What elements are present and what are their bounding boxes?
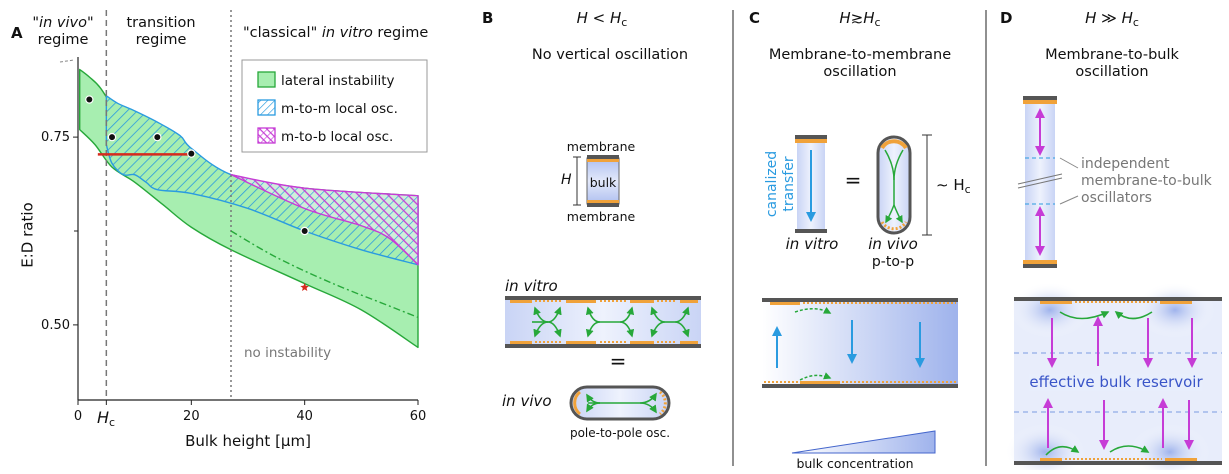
h-height-label: H (561, 172, 572, 188)
canalized-line2: transfer (781, 156, 797, 212)
panel-c-in-vitro: in vitro (785, 235, 839, 253)
panel-label-a: A (11, 24, 23, 42)
panel-d-cond-lhs: H (1085, 9, 1097, 27)
regime-transition-line2: regime (135, 32, 187, 48)
panel-c-title: Membrane-to-membrane oscillation (769, 47, 951, 81)
y-tick-label: 0.50 (41, 318, 70, 333)
approx-hc-label: ∼ Hc (936, 177, 971, 198)
panel-d-cond-sub: c (1132, 16, 1139, 29)
panel-b-cond-sub: c (621, 16, 628, 29)
x-axis-label: Bulk height [μm] (185, 432, 311, 450)
no-instability-label: no instability (244, 345, 332, 361)
hc-tick-label: Hc (97, 409, 115, 431)
legend-swatch-lateral (257, 71, 276, 88)
approx-text: ∼ H (936, 176, 965, 194)
panel-a-chart: 0 20 40 60 0.50 0.75 (41, 10, 428, 424)
legend-label-lateral: lateral instability (281, 73, 395, 89)
axis-break-mark (59, 59, 75, 63)
panel-d-cond-rhs: H (1121, 9, 1133, 27)
panel-b-cond-op: < (587, 9, 611, 27)
legend-label-mtob: m-to-b local osc. (281, 129, 394, 145)
y-axis-label: E:D ratio (18, 202, 37, 268)
regime-classical-prefix: "classical" (243, 25, 322, 41)
regime-invivo-line2: regime (37, 32, 89, 48)
panel-b-cond-lhs: H (576, 9, 588, 27)
panel-c-condition: H≳Hc (839, 10, 880, 31)
hc-letter: H (97, 408, 110, 427)
x-tick-label: 60 (410, 409, 427, 424)
panel-c-cond-rhs: H (863, 9, 875, 27)
annotation-line3: oscillators (1081, 190, 1152, 206)
panel-c-graphics (732, 10, 958, 466)
canalized-line1: canalized (764, 150, 780, 218)
region-m-to-b (230, 173, 419, 266)
panel-d-condition: H ≫ Hc (1085, 10, 1139, 31)
panel-c-in-vivo: in vivo (868, 235, 918, 253)
annotation-line1: independent (1081, 156, 1170, 172)
region-m-to-m (105, 95, 419, 266)
data-point (300, 226, 309, 236)
y-tick-label: 0.75 (41, 130, 70, 145)
panel-label-d: D (1000, 9, 1013, 27)
bulk-concentration-label: bulk concentration (796, 456, 914, 471)
regime-classical-suffix: regime (372, 25, 429, 41)
data-point (107, 132, 117, 142)
x-tick-label: 0 (74, 409, 82, 424)
panel-b-cond-rhs: H (610, 9, 622, 27)
legend-swatch-mtob (257, 127, 276, 144)
canalized-transfer-label: canalized transfer (764, 151, 798, 217)
hc-subscript: c (109, 416, 116, 429)
panel-b-title: No vertical oscillation (531, 47, 689, 63)
dashdot-curve (230, 230, 419, 319)
panel-c-cond-op: ≳ (850, 9, 864, 27)
panel-b-equals: = (609, 349, 627, 373)
data-point (153, 132, 162, 142)
data-point (85, 95, 94, 104)
panel-label-c: C (749, 9, 761, 27)
oscillators-annotation: independent membrane-to-bulk oscillators (1081, 156, 1212, 207)
panel-b-graphics (505, 155, 701, 421)
panel-b-in-vivo: in vivo (502, 392, 552, 410)
panel-c-title-line1: Membrane-to-membrane (768, 47, 952, 63)
x-tick-label: 40 (296, 409, 313, 424)
regime-classical-label: "classical" in vitro regime (243, 25, 428, 42)
panel-d-title-line1: Membrane-to-bulk (1045, 47, 1179, 63)
panel-d-cond-op: ≫ (1096, 9, 1122, 27)
regime-classical-italic: in vitro (321, 25, 373, 41)
reservoir-label: effective bulk reservoir (1029, 373, 1203, 391)
legend-swatch-mtom (257, 99, 276, 116)
annotation-line2: membrane-to-bulk (1081, 173, 1212, 189)
ptop-label: p-to-p (871, 254, 915, 270)
panel-d-title: Membrane-to-bulk oscillation (1045, 47, 1179, 81)
approx-sub: c (964, 183, 971, 196)
star-point (300, 282, 309, 291)
panel-b-condition: H < Hc (577, 10, 628, 31)
pole-caption: pole-to-pole osc. (569, 426, 671, 440)
panel-c-equals: = (844, 168, 862, 192)
bulk-label: bulk (589, 175, 617, 190)
membrane-top-label: membrane (566, 139, 636, 154)
legend-label-mtom: m-to-m local osc. (281, 101, 398, 117)
regime-transition-line1: transition (126, 15, 196, 31)
panel-c-cond-lhs: H (839, 9, 851, 27)
panel-b-in-vitro: in vitro (505, 277, 558, 295)
panel-c-cond-sub: c (874, 16, 881, 29)
panel-label-b: B (482, 9, 494, 27)
panel-d-title-line2: oscillation (1075, 64, 1149, 80)
regime-transition-label: transition regime (126, 15, 195, 49)
regime-invivo-label: "in vivo" regime (32, 15, 94, 48)
x-tick-label: 20 (183, 409, 200, 424)
regime-invivo-word: in vivo (39, 15, 87, 31)
data-point (187, 149, 196, 158)
panel-c-title-line2: oscillation (823, 64, 897, 80)
membrane-bottom-label: membrane (566, 209, 636, 224)
